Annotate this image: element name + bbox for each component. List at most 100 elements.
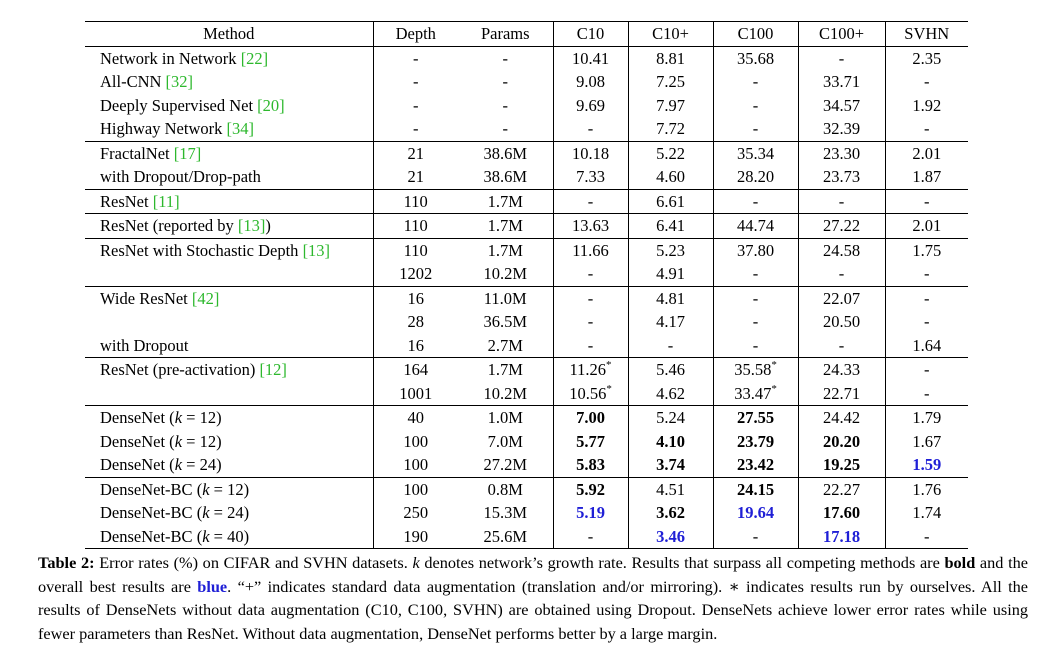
growth-rate-symbol: k xyxy=(202,503,210,522)
c10-cell: 7.33 xyxy=(552,165,628,189)
c10plus-cell: 3.46 xyxy=(627,524,713,549)
error-rate-value: 28.20 xyxy=(736,167,775,186)
caption-k-symbol: k xyxy=(412,553,420,572)
method-name: FractalNet xyxy=(100,143,174,163)
error-rate-value: - xyxy=(924,312,930,331)
error-rate-value: 13.63 xyxy=(571,216,610,235)
c100plus-cell: 32.39 xyxy=(797,117,885,141)
method-name: with Dropout xyxy=(100,335,189,355)
growth-rate-symbol: k xyxy=(202,479,210,499)
error-rate-value: 24.33 xyxy=(822,360,861,379)
depth-cell: 100 xyxy=(372,477,458,501)
citation-link[interactable]: [11] xyxy=(152,191,180,211)
c10-cell: 9.08 xyxy=(552,70,628,94)
depth-cell: 110 xyxy=(372,213,458,238)
svhn-cell: 1.87 xyxy=(884,165,968,189)
citation-link[interactable]: [42] xyxy=(191,288,220,308)
method-cell: Highway Network [34] xyxy=(85,117,373,141)
depth-cell: 21 xyxy=(372,141,458,165)
error-rate-value: 7.72 xyxy=(656,119,685,138)
citation-link[interactable]: [22] xyxy=(240,48,269,68)
c100-cell: - xyxy=(712,93,798,117)
c10-cell: 5.19 xyxy=(552,501,628,525)
table-row: FractalNet [17] 21 38.6M 10.18 5.22 35.34 23.3… xyxy=(85,141,968,165)
params-cell: 25.6M xyxy=(483,526,528,546)
svhn-cell: - xyxy=(884,262,968,286)
c100plus-cell: 17.60 xyxy=(797,501,885,525)
depth-cell: 110 xyxy=(372,238,458,262)
method-cell: DenseNet (k = 24) xyxy=(85,453,373,477)
error-rate-value: - xyxy=(924,191,930,211)
depth-cell: 21 xyxy=(372,165,458,189)
error-rate-value: 23.42 xyxy=(736,455,775,474)
error-rate-value: 5.22 xyxy=(656,143,685,163)
c10-cell: 10.18 xyxy=(552,141,628,165)
header-svhn: SVHN xyxy=(884,21,968,46)
method-cell: ResNet [11] xyxy=(85,189,373,214)
c100-cell: - xyxy=(712,189,798,214)
svhn-cell: - xyxy=(884,310,968,334)
c10plus-cell: 4.81 xyxy=(627,286,713,310)
c10plus-cell: 4.60 xyxy=(627,165,713,189)
c100-cell: - xyxy=(712,117,798,141)
c100plus-cell: 22.27 xyxy=(797,477,885,501)
error-rate-value: 22.71 xyxy=(822,383,861,403)
c10plus-cell: 4.17 xyxy=(627,310,713,334)
error-rate-value: 17.18 xyxy=(822,526,861,546)
c100-cell: 37.80 xyxy=(712,238,798,262)
svhn-cell: 2.01 xyxy=(884,141,968,165)
error-rate-value: - xyxy=(752,95,759,115)
c10plus-cell: - xyxy=(627,333,713,358)
c10-cell: - xyxy=(552,333,628,358)
citation-link[interactable]: [34] xyxy=(226,119,254,138)
error-rate-value: - xyxy=(924,288,930,308)
own-run-marker: * xyxy=(606,359,612,371)
depth-cell: 164 xyxy=(372,357,458,382)
error-rate-value: 23.30 xyxy=(822,143,861,163)
error-rate-value: 4.62 xyxy=(656,383,685,403)
error-rate-value: 4.91 xyxy=(656,264,685,283)
table-caption: Table 2: Error rates (%) on CIFAR and SV… xyxy=(38,551,1028,645)
error-rate-value: 23.79 xyxy=(736,431,775,451)
method-cell: ResNet (reported by [13]) xyxy=(85,214,373,239)
c100-cell: - xyxy=(712,262,798,286)
depth-cell: - xyxy=(372,46,458,70)
c100-cell: - xyxy=(712,333,798,358)
c100-cell: 35.58* xyxy=(712,357,798,382)
error-rate-value: 1.87 xyxy=(912,167,942,186)
method-name: ResNet (reported by xyxy=(100,216,238,235)
error-rate-value: - xyxy=(752,191,759,211)
citation-link[interactable]: [13] xyxy=(237,216,266,235)
depth-cell: 40 xyxy=(372,405,458,430)
c100plus-cell: 17.18 xyxy=(797,524,885,549)
depth-cell: 28 xyxy=(372,310,458,334)
error-rate-value: - xyxy=(924,264,930,283)
c100plus-cell: 33.71 xyxy=(797,70,885,94)
c10-cell: 13.63 xyxy=(552,213,628,238)
error-rate-value: 44.74 xyxy=(736,216,775,235)
error-rate-value: 17.60 xyxy=(822,503,861,522)
c10-cell: 5.77 xyxy=(552,429,628,453)
citation-link[interactable]: [32] xyxy=(165,72,194,91)
citation-link[interactable]: [20] xyxy=(257,95,285,115)
method-name: All-CNN xyxy=(100,72,166,91)
citation-link[interactable]: [13] xyxy=(302,240,331,260)
c100-cell: 27.55 xyxy=(712,405,798,430)
params-cell: 2.7M xyxy=(487,335,523,355)
citation-link[interactable]: [12] xyxy=(259,360,287,379)
method-suffix: ) xyxy=(265,216,271,235)
error-rate-value: 35.58 xyxy=(734,360,772,379)
table-row: 28 36.5M - 4.17 - 20.50 - xyxy=(85,310,968,334)
c10plus-cell: 4.62 xyxy=(627,381,713,406)
c100plus-cell: - xyxy=(797,189,885,214)
table-row: DenseNet-BC (k = 40) 190 25.6M -3.46-17.18- xyxy=(85,524,968,549)
method-name: DenseNet ( xyxy=(100,455,175,474)
table-row: All-CNN [32] - -9.08 7.25-33.71- xyxy=(85,70,968,94)
c100-cell: 35.68 xyxy=(712,46,798,70)
table-row: Network in Network [22] - -10.41 8.81 35.68-… xyxy=(85,46,968,70)
depth-cell: 250 xyxy=(372,501,458,525)
params-cell: - xyxy=(502,119,509,138)
citation-link[interactable]: [17] xyxy=(173,143,202,163)
method-cell: DenseNet-BC (k = 24) xyxy=(85,501,373,525)
caption-blue-word: blue xyxy=(197,576,228,596)
